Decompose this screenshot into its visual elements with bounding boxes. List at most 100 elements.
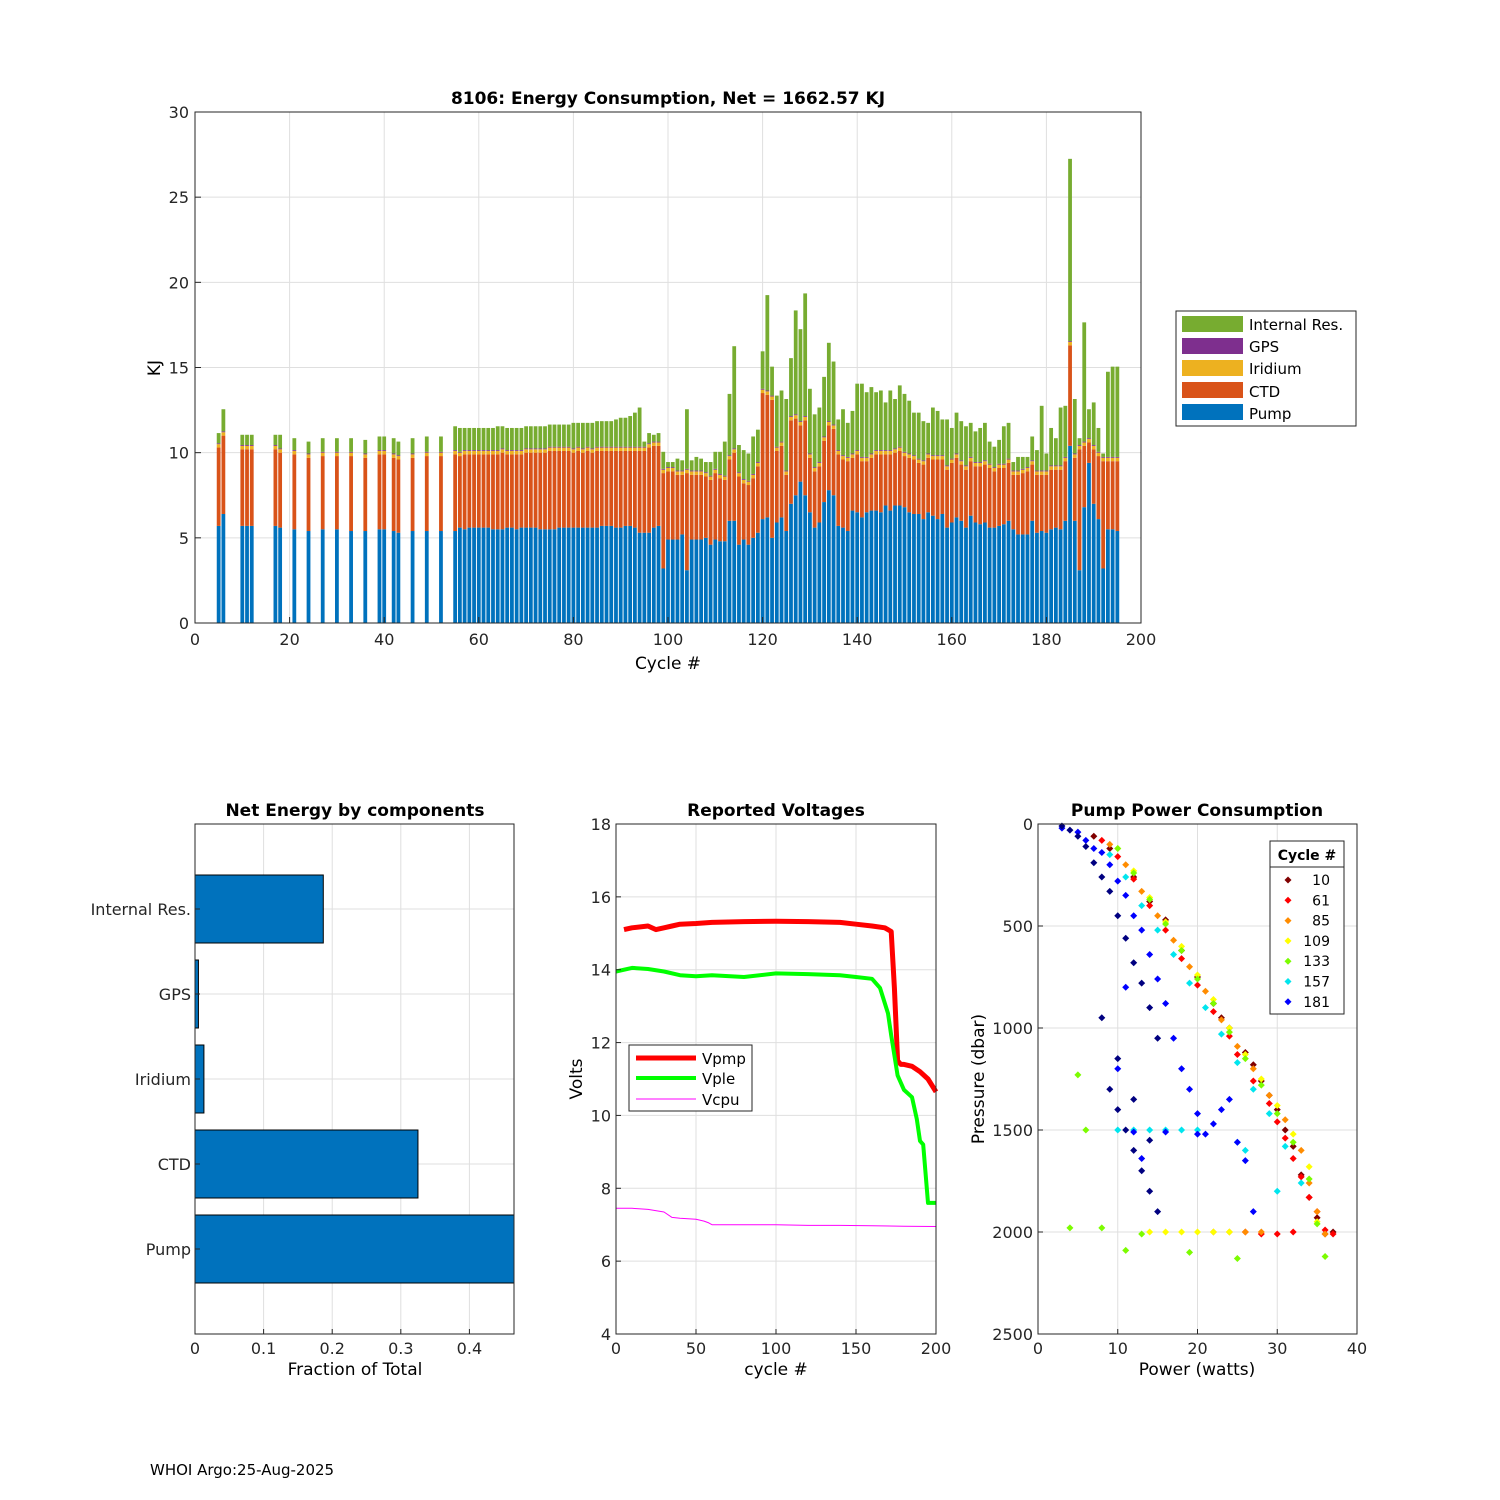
energy-bar-iridium-cycle-192	[1101, 457, 1106, 462]
energy-bar-gps-cycle-187	[1077, 445, 1082, 446]
energy-bar-gps-cycle-125	[784, 470, 789, 472]
energy-bar-gps-cycle-126	[789, 416, 793, 417]
pp-point-cycle-61	[1130, 875, 1138, 883]
volts-xtick-label: 0	[611, 1339, 621, 1358]
energy-bar-internal-cycle-155	[926, 422, 931, 454]
energy-bar-iridium-cycle-104	[685, 469, 689, 474]
energy-bar-ctd-cycle-112	[722, 479, 727, 542]
pp-point-cycle-85	[1201, 987, 1209, 995]
pp-point-cycle-109	[1273, 1102, 1281, 1110]
energy-bar-gps-cycle-175	[1020, 468, 1025, 470]
energy-bar-pump-cycle-100	[666, 539, 670, 623]
pp-point-cycle-other	[1066, 826, 1074, 834]
volts-ytick-label: 6	[601, 1252, 611, 1271]
energy-bar-ctd-cycle-118	[751, 478, 756, 538]
energy-bar-ctd-cycle-70	[524, 452, 528, 528]
pp-point-cycle-other	[1074, 832, 1082, 840]
energy-bar-internal-cycle-100	[666, 462, 670, 468]
volts-legend: Vpmp Vple Vcpu	[628, 1044, 753, 1112]
energy-bar-ctd-cycle-180	[1044, 474, 1049, 533]
energy-bar-iridium-cycle-65	[500, 449, 505, 453]
energy-bar-iridium-cycle-43	[396, 456, 401, 460]
pp-point-cycle-other	[1154, 1034, 1162, 1042]
pp-point-cycle-181	[1217, 1106, 1225, 1114]
energy-bar-gps-cycle-165	[973, 462, 978, 463]
energy-bar-ctd-cycle-185	[1068, 345, 1072, 446]
energy-bar-gps-cycle-176	[1025, 467, 1030, 468]
energy-bar-ctd-cycle-160	[949, 462, 954, 523]
energy-bar-ctd-cycle-49	[424, 456, 429, 532]
energy-bar-gps-cycle-161	[954, 453, 959, 455]
pp-point-cycle-181	[1122, 891, 1130, 899]
energy-bar-internal-cycle-151	[907, 400, 912, 454]
energy-bar-pump-cycle-104	[685, 570, 689, 623]
energy-bar-iridium-cycle-82	[580, 449, 585, 453]
energy-bar-internal-cycle-46	[410, 438, 415, 454]
pp-point-cycle-other	[1146, 1004, 1154, 1012]
energy-bar-internal-cycle-179	[1039, 405, 1044, 471]
energy-bar-gps-cycle-69	[519, 450, 524, 451]
energy-bar-ctd-cycle-98	[656, 445, 661, 526]
energy-bar-internal-cycle-147	[888, 390, 893, 451]
pp-point-cycle-109	[1305, 1163, 1313, 1171]
energy-bar-internal-cycle-123	[774, 395, 779, 447]
energy-xtick-label: 0	[190, 630, 200, 649]
energy-bar-gps-cycle-11	[245, 445, 249, 446]
volts-xtick-label: 150	[841, 1339, 872, 1358]
energy-bar-internal-cycle-55	[453, 426, 458, 451]
energy-bar-gps-cycle-154	[921, 460, 926, 462]
energy-legend: Internal Res. GPS Iridium CTD Pump	[1175, 310, 1357, 427]
pump-power-chart: 0 10 20 30 40 0 500 1000 1500 2000 2500 Pump Power…	[969, 801, 1367, 1380]
energy-bar-internal-cycle-172	[1006, 422, 1011, 459]
energy-bar-internal-cycle-158	[940, 419, 945, 456]
energy-bar-pump-cycle-106	[694, 539, 699, 623]
energy-bar-internal-cycle-111	[718, 451, 722, 474]
volts-lines	[615, 918, 939, 1227]
pp-point-cycle-181	[1201, 1130, 1209, 1138]
energy-bar-pump-cycle-150	[902, 507, 907, 623]
energy-bar-iridium-cycle-115	[737, 473, 741, 477]
pp-point-cycle-181	[1090, 844, 1098, 852]
energy-bar-gps-cycle-80	[571, 448, 576, 450]
pp-point-cycle-181	[1186, 1085, 1194, 1093]
legend-label-ctd: CTD	[1249, 383, 1280, 401]
energy-bar-iridium-cycle-159	[945, 466, 949, 470]
energy-bar-pump-cycle-153	[916, 513, 921, 623]
energy-xtick-label: 180	[1031, 630, 1062, 649]
pp-point-cycle-157	[1178, 1126, 1186, 1134]
pp-point-cycle-157	[1186, 979, 1194, 987]
energy-bar-ctd-cycle-63	[491, 454, 495, 530]
energy-bar-ctd-cycle-179	[1039, 474, 1044, 532]
energy-bar-ctd-cycle-87	[604, 450, 609, 526]
pp-point-cycle-other	[1114, 1055, 1122, 1063]
energy-bar-ctd-cycle-74	[543, 452, 547, 530]
energy-bar-internal-cycle-132	[817, 407, 822, 463]
energy-bar-pump-cycle-119	[755, 532, 760, 623]
energy-bar-iridium-cycle-167	[983, 461, 987, 465]
energy-bar-internal-cycle-115	[737, 445, 741, 473]
energy-bar-pump-cycle-133	[822, 502, 826, 623]
energy-bar-internal-cycle-114	[732, 346, 737, 449]
energy-bar-pump-cycle-118	[751, 537, 756, 623]
energy-bar-iridium-cycle-102	[675, 471, 680, 475]
energy-bar-gps-cycle-10	[240, 445, 245, 446]
legend-label-gps: GPS	[1249, 338, 1279, 356]
energy-bar-iridium-cycle-179	[1039, 471, 1044, 475]
energy-bar-iridium-cycle-142	[864, 457, 869, 462]
pp-legend-marker-133	[1284, 957, 1292, 965]
energy-bar-internal-cycle-75	[547, 424, 552, 447]
energy-bar-gps-cycle-82	[580, 448, 585, 450]
energy-bar-pump-cycle-192	[1101, 568, 1106, 623]
energy-bar-ctd-cycle-124	[779, 445, 784, 518]
energy-bar-iridium-cycle-163	[964, 466, 968, 470]
energy-bar-iridium-cycle-30	[335, 452, 339, 457]
energy-bar-ctd-cycle-10	[240, 449, 245, 526]
energy-bar-ctd-cycle-168	[987, 467, 992, 528]
energy-bar-iridium-cycle-61	[481, 450, 486, 455]
energy-bar-internal-cycle-83	[585, 422, 590, 447]
energy-bar-ctd-cycle-190	[1091, 449, 1096, 504]
energy-bar-ctd-cycle-146	[883, 454, 888, 506]
energy-bar-pump-cycle-187	[1077, 570, 1082, 623]
energy-bar-pump-cycle-156	[930, 515, 935, 623]
pp-ytick-label: 2500	[992, 1325, 1033, 1344]
